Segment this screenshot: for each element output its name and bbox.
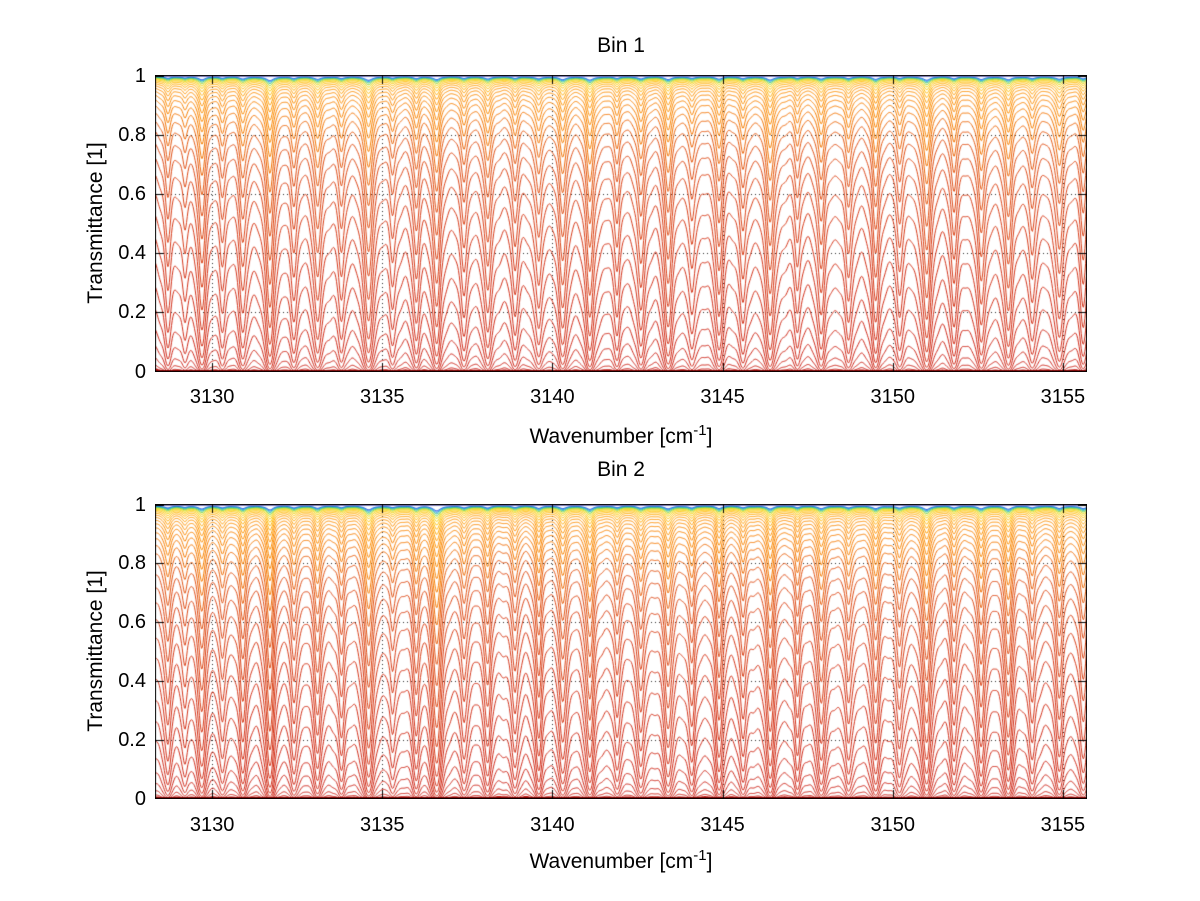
subplot2-x-tick-label: 3140	[530, 814, 575, 836]
subplot2-x-tick-label: 3150	[870, 814, 915, 836]
subplot2-xlabel-text: Wavenumber [cm	[529, 850, 694, 873]
subplot1-y-tick-label: 1	[134, 64, 146, 87]
subplot1-x-tick-label: 3140	[530, 386, 575, 408]
subplot2-y-tick-label: 0.4	[118, 669, 146, 692]
subplot2-y-tick-label: 0	[134, 787, 146, 810]
subplot1-xlabel-bracket: ]	[706, 425, 713, 448]
subplot1-xlabel-text: Wavenumber [cm	[529, 425, 694, 448]
subplot1-title: Bin 1	[597, 34, 645, 57]
subplot1-xlabel-superscript: -1	[693, 422, 707, 439]
subplot2-x-tick-label: 3130	[189, 814, 235, 836]
subplot1-spectra-canvas	[155, 75, 1087, 372]
subplot2-xlabel: Wavenumber [cm-1]	[155, 847, 1087, 876]
subplot1-y-tick-label: 0.2	[118, 301, 146, 324]
subplot1-x-tick-label: 3150	[870, 386, 915, 408]
subplot2-spectra-canvas	[155, 504, 1087, 799]
subplot2-ylabel: Transmittance [1]	[84, 570, 107, 732]
subplot1-xlabel: Wavenumber [cm-1]	[155, 422, 1087, 451]
subplot1-y-tick-label: 0	[134, 360, 146, 383]
subplot2-xlabel-bracket: ]	[706, 850, 713, 873]
subplot2-y-tick-label: 0.8	[118, 552, 146, 575]
subplot1-y-tick-label: 0.8	[118, 123, 146, 146]
subplot2-y-tick-label: 1	[134, 493, 146, 516]
subplot1-y-tick-label: 0.6	[118, 182, 146, 205]
subplot2-y-tick-label: 0.6	[118, 611, 146, 634]
subplot1-x-tick-label: 3135	[360, 386, 405, 408]
subplot2-title: Bin 2	[597, 458, 645, 481]
subplot1-x-tick-label: 3130	[189, 386, 235, 408]
subplot2-x-tick-label: 3155	[1040, 814, 1086, 836]
subplot2-x-tick-label: 3145	[700, 814, 745, 836]
subplot1-y-tick-label: 0.4	[118, 242, 146, 265]
subplot2-x-tick-label: 3135	[360, 814, 405, 836]
subplot1-ylabel: Transmittance [1]	[84, 142, 107, 304]
subplot1-x-tick-label: 3145	[700, 386, 745, 408]
subplot2-y-tick-label: 0.2	[118, 728, 146, 751]
subplot1-x-tick-label: 3155	[1040, 386, 1086, 408]
subplot2-xlabel-superscript: -1	[693, 847, 707, 864]
